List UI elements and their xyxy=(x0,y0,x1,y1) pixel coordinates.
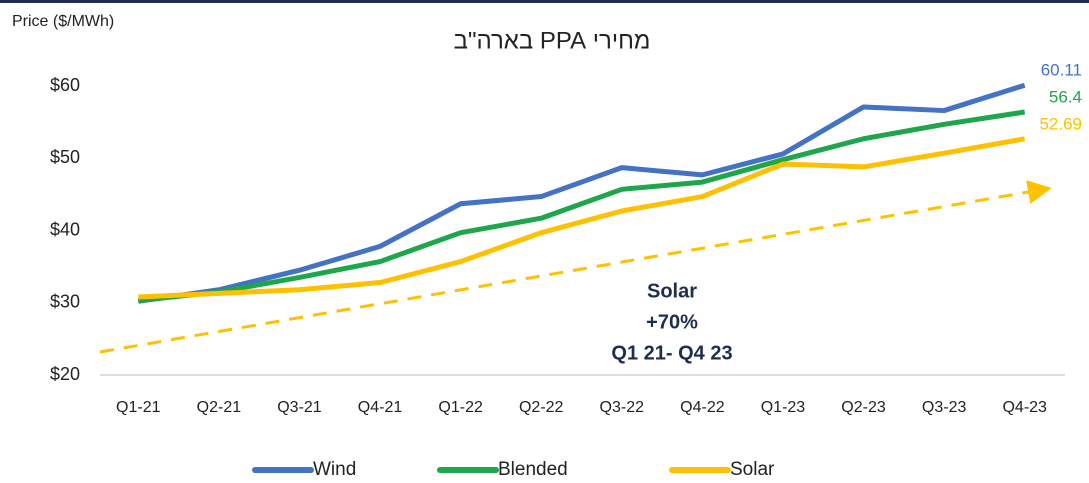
x-tick-label: Q1-21 xyxy=(116,399,161,416)
x-tick-label: Q2-23 xyxy=(841,399,886,416)
data-label: 52.69 xyxy=(1039,114,1082,133)
x-tick-label: Q2-21 xyxy=(197,399,242,416)
x-tick-label: Q1-22 xyxy=(438,399,483,416)
annotation: Solar xyxy=(647,280,697,302)
trend-arrow xyxy=(99,180,1052,354)
y-tick-label: $40 xyxy=(50,219,80,239)
legend-label: Blended xyxy=(498,459,568,480)
annotation: Q1 21- Q4 23 xyxy=(611,342,732,364)
data-label: 56.4 xyxy=(1049,87,1082,106)
x-tick-label: Q4-21 xyxy=(358,399,403,416)
y-tick-label: $50 xyxy=(50,147,80,167)
y-axis-label: Price ($/MWh) xyxy=(12,13,114,30)
x-tick-label: Q3-23 xyxy=(922,399,967,416)
y-tick-label: $20 xyxy=(50,364,80,384)
top-border xyxy=(0,0,1089,3)
series-line xyxy=(138,136,1026,300)
x-tick-label: Q2-22 xyxy=(519,399,564,416)
annotation: +70% xyxy=(646,311,698,333)
legend-label: Wind xyxy=(313,459,356,480)
y-tick-label: $60 xyxy=(50,75,80,95)
series-line xyxy=(138,109,1026,304)
series-line xyxy=(137,82,1026,304)
x-tick-label: Q3-22 xyxy=(600,399,645,416)
chart-title: מחירי PPA בארה"ב xyxy=(454,27,651,54)
x-tick-label: Q4-22 xyxy=(680,399,725,416)
x-tick-label: Q1-23 xyxy=(761,399,806,416)
legend-label: Solar xyxy=(730,459,775,480)
y-tick-label: $30 xyxy=(50,292,80,312)
x-tick-label: Q3-21 xyxy=(277,399,322,416)
x-tick-label: Q4-23 xyxy=(1002,399,1047,416)
data-label: 60.11 xyxy=(1041,61,1082,80)
